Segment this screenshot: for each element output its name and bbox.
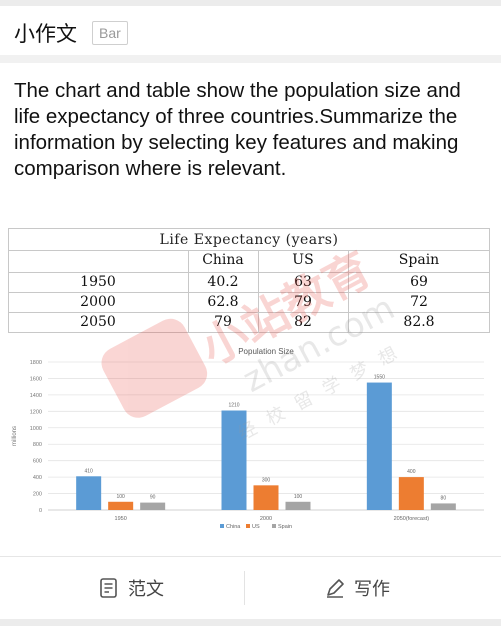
y-tick-label: 200	[33, 492, 42, 498]
y-tick-label: 400	[33, 475, 42, 481]
table-gridline	[8, 312, 490, 313]
bar-us	[398, 477, 424, 510]
table-cell: 62.8	[207, 294, 239, 310]
chart-title: Population Size	[238, 347, 294, 356]
table-cell: 40.2	[207, 274, 239, 290]
table-header-cell: China	[202, 252, 244, 268]
legend-label: Spain	[278, 524, 292, 530]
bottom-separator	[0, 619, 501, 626]
data-label: 300	[262, 477, 271, 483]
table-gridline	[258, 250, 259, 332]
data-label: 80	[441, 495, 447, 501]
legend-label: US	[252, 524, 260, 530]
sample-essay-button[interactable]: 范文	[98, 557, 164, 619]
top-separator	[0, 0, 501, 6]
document-icon	[98, 577, 120, 599]
table-gridline	[8, 228, 490, 229]
data-label: 1210	[228, 403, 239, 409]
table-row-label: 2000	[80, 294, 116, 310]
watermark-logo-icon	[101, 318, 208, 418]
data-label: 400	[407, 469, 416, 475]
y-tick-label: 1800	[30, 360, 42, 366]
table-cell: 72	[410, 294, 428, 310]
chart-type-badge: Bar	[92, 21, 128, 45]
y-tick-label: 1400	[30, 393, 42, 399]
header-divider	[0, 55, 501, 63]
data-label: 100	[294, 494, 303, 500]
header: 小作文 Bar	[0, 6, 501, 54]
legend-label: China	[226, 524, 241, 530]
table-cell: 63	[294, 274, 312, 290]
table-header-cell: Spain	[398, 252, 440, 268]
table-gridline	[8, 292, 490, 293]
x-tick-label: 1950	[115, 516, 127, 522]
watermark: 小站教育 zhan.com 经 校 留 学 梦 想	[101, 242, 404, 445]
page-title: 小作文	[14, 23, 77, 46]
population-chart: Population Size millions 0 200 400 600 800 1000…	[8, 340, 490, 548]
table-cell: 79	[294, 294, 312, 310]
y-tick-label: 0	[39, 508, 42, 514]
data-label: 100	[116, 494, 125, 500]
table-cell: 79	[214, 314, 232, 330]
table-header-cell: US	[292, 252, 314, 268]
y-axis-label: millions	[12, 426, 18, 446]
table-gridline	[489, 228, 490, 332]
bar-spain	[430, 503, 456, 510]
data-label: 1550	[374, 375, 385, 381]
bottom-bar-separator	[244, 571, 245, 605]
y-tick-label: 600	[33, 459, 42, 465]
table-cell: 82	[294, 314, 312, 330]
table-gridline	[348, 250, 349, 332]
footer-divider	[0, 556, 501, 557]
legend-swatch	[246, 524, 250, 528]
life-expectancy-table: Life Expectancy (years) China US Spain 1950…	[8, 228, 490, 336]
x-tick-label: 2050(forecast)	[394, 516, 430, 522]
pen-icon	[324, 577, 346, 599]
bar-china	[76, 476, 102, 510]
task-prompt: The chart and table show the population …	[14, 79, 461, 180]
legend-swatch	[220, 524, 224, 528]
table-gridline	[188, 250, 189, 332]
bottom-bar: 范文 写作	[0, 557, 501, 619]
y-tick-label: 1000	[30, 426, 42, 432]
table-gridline	[8, 272, 490, 273]
table-cell: 69	[410, 274, 428, 290]
bar-us	[253, 485, 279, 510]
bar-spain	[140, 502, 166, 510]
table-cell: 82.8	[403, 314, 435, 330]
x-tick-label: 2000	[260, 516, 272, 522]
bar-china	[221, 410, 247, 510]
table-row-label: 2050	[80, 314, 116, 330]
population-chart-svg: Population Size millions 0 200 400 600 800 1000…	[12, 347, 484, 530]
y-tick-label: 800	[33, 442, 42, 448]
table-gridline	[8, 250, 490, 251]
legend-swatch	[272, 524, 276, 528]
y-tick-label: 1600	[30, 376, 42, 382]
table-gridline	[8, 332, 490, 333]
write-label: 写作	[354, 579, 390, 599]
sample-essay-label: 范文	[128, 579, 164, 599]
table-row-label: 1950	[80, 274, 116, 290]
table-title: Life Expectancy (years)	[159, 232, 339, 248]
data-label: 410	[84, 468, 93, 474]
data-label: 90	[150, 495, 156, 501]
table-gridline	[8, 228, 9, 332]
bar-spain	[285, 501, 311, 510]
write-button[interactable]: 写作	[324, 557, 390, 619]
bar-china	[366, 382, 392, 510]
bar-us	[108, 501, 134, 510]
y-tick-label: 1200	[30, 409, 42, 415]
